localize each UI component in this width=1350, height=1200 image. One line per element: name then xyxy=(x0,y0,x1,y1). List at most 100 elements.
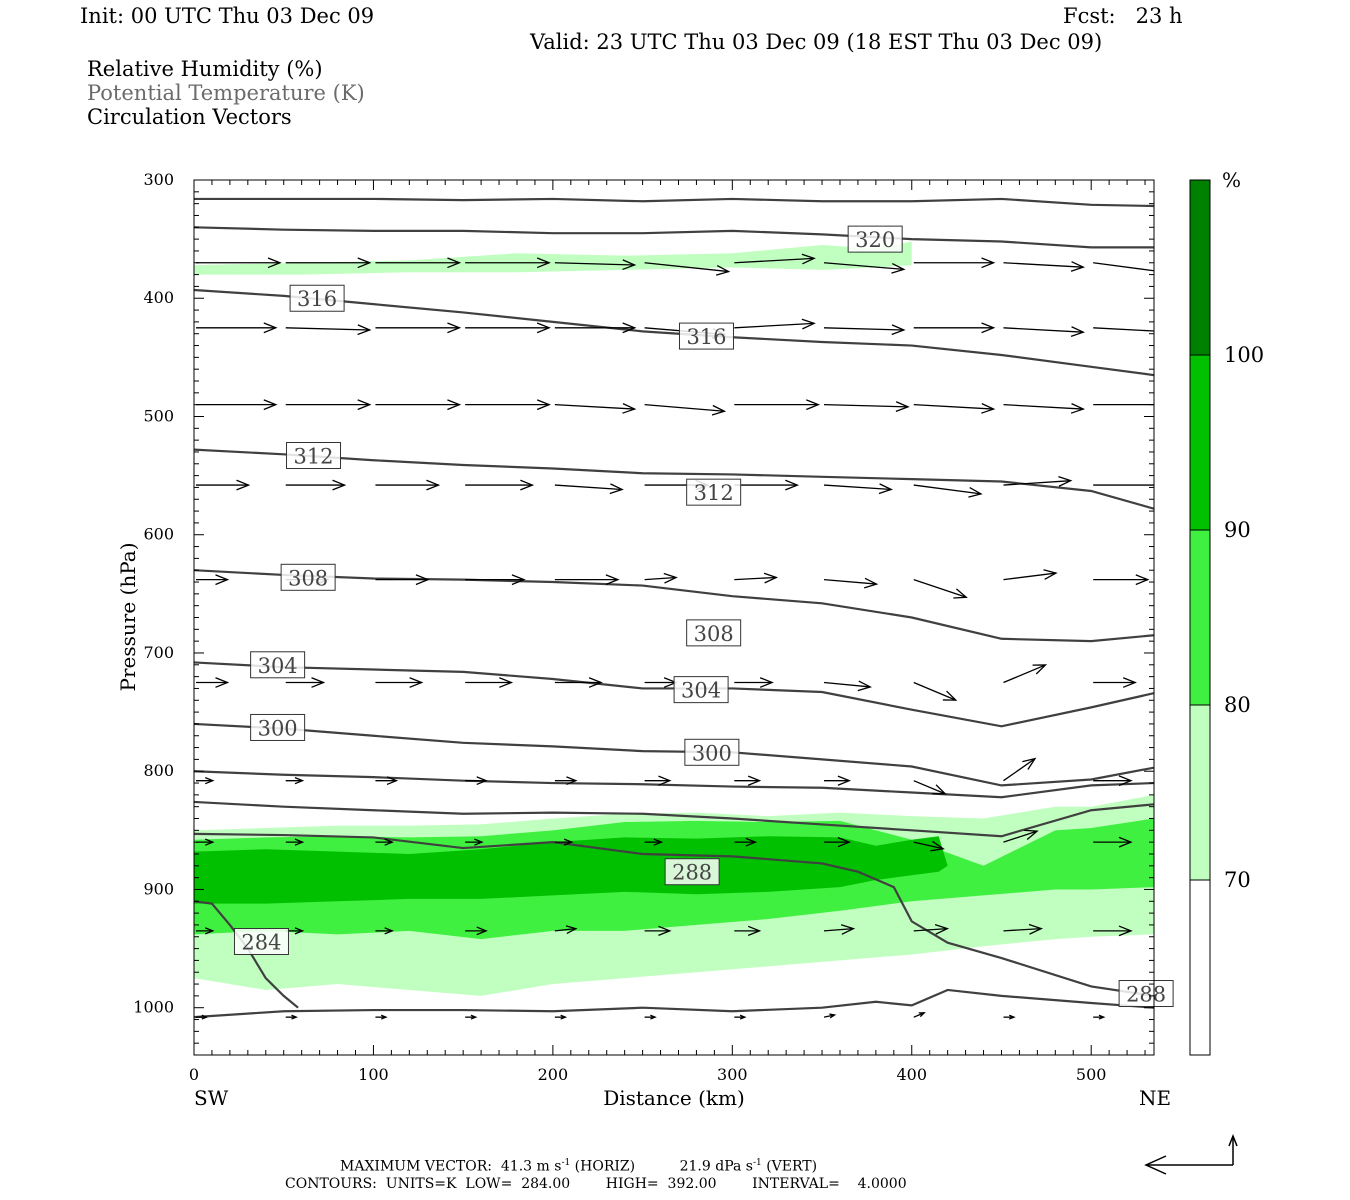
theta-line-0 xyxy=(194,197,1154,208)
y-tick-label-300: 300 xyxy=(143,170,174,189)
y-axis-label: Pressure (hPa) xyxy=(116,543,140,692)
vector-9-5 xyxy=(644,1014,657,1020)
x-tick-label-500: 500 xyxy=(1076,1065,1107,1084)
vector-7-3 xyxy=(465,838,484,846)
reference-vector-icon xyxy=(1144,1133,1238,1175)
vector-3-8 xyxy=(913,484,983,498)
vector-9-6 xyxy=(734,1014,747,1020)
contour-label-layer: 320 316 316 312 312 308 308 304 304 300 300 288 284 2… xyxy=(233,225,1174,1008)
theta-label-3: 312 xyxy=(286,442,342,470)
vector-3-2 xyxy=(375,479,441,491)
vector-2-3 xyxy=(465,399,551,411)
vector-0-5 xyxy=(644,262,731,276)
vector-6-8 xyxy=(913,780,947,795)
theta-label-6: 308 xyxy=(686,619,742,647)
vector-6-2 xyxy=(375,776,399,786)
valid-time: Valid: 23 UTC Thu 03 Dec 09 (18 EST Thu … xyxy=(530,30,1103,54)
vector-6-5 xyxy=(644,775,672,786)
vector-0-4 xyxy=(554,259,637,271)
svg-text:316: 316 xyxy=(297,287,337,311)
vector-6-7 xyxy=(824,775,851,786)
vector-3-3 xyxy=(465,479,535,491)
vector-5-8 xyxy=(913,681,958,701)
vector-4-0 xyxy=(196,574,230,586)
vector-0-6 xyxy=(734,253,816,265)
y-tick-label-400: 400 xyxy=(143,288,174,307)
vector-8-9 xyxy=(1003,923,1044,935)
right-end-label: NE xyxy=(1139,1086,1171,1110)
vector-1-7 xyxy=(824,324,906,336)
vector-9-4 xyxy=(554,1014,568,1020)
vector-9-8 xyxy=(913,1012,926,1018)
vector-7-7 xyxy=(824,837,851,848)
vector-8-2 xyxy=(375,927,394,935)
x-axis-label: Distance (km) xyxy=(603,1086,745,1110)
x-tick-label-0: 0 xyxy=(189,1065,199,1084)
vector-7-6 xyxy=(734,837,758,847)
vector-7-5 xyxy=(644,838,664,846)
y-tick-label-900: 900 xyxy=(143,879,174,898)
vector-3-9 xyxy=(1003,476,1073,487)
theta-label-13: 288 xyxy=(1118,980,1174,1008)
legend-vectors: Circulation Vectors xyxy=(87,105,292,129)
vector-5-4 xyxy=(554,677,603,688)
theta-line-3 xyxy=(194,448,1154,510)
svg-text:312: 312 xyxy=(694,481,734,505)
vector-3-4 xyxy=(554,483,624,495)
svg-text:300: 300 xyxy=(692,741,732,765)
x-tick-label-300: 300 xyxy=(717,1065,748,1084)
x-tick-label-100: 100 xyxy=(358,1065,389,1084)
vector-7-4 xyxy=(554,838,574,846)
vector-4-2 xyxy=(375,574,430,586)
vector-3-10 xyxy=(1093,484,1154,486)
vector-4-4 xyxy=(554,574,620,586)
vector-8-10 xyxy=(1093,925,1133,937)
vector-6-6 xyxy=(734,775,762,786)
svg-text:312: 312 xyxy=(293,445,333,469)
vector-5-6 xyxy=(734,677,774,688)
vector-4-8 xyxy=(913,579,968,599)
rh-band-90-2 xyxy=(194,836,948,904)
theta-line-9 xyxy=(194,832,1154,997)
vector-9-9 xyxy=(1003,1014,1016,1020)
colorbar: 100 90 80 70 xyxy=(1189,179,1264,1056)
left-end-label: SW xyxy=(194,1086,229,1110)
vector-6-1 xyxy=(285,777,305,785)
vector-1-1 xyxy=(285,324,372,336)
theta-label-9: 300 xyxy=(250,713,306,741)
x-tick-label-200: 200 xyxy=(538,1065,569,1084)
vector-4-7 xyxy=(823,577,879,589)
vector-5-3 xyxy=(465,677,514,688)
colorbar-label-100: 100 xyxy=(1224,343,1264,367)
vector-4-9 xyxy=(1003,569,1058,581)
vector-4-5 xyxy=(644,572,678,584)
footer-max-vector: MAXIMUM VECTOR: 41.3 m s-1 (HORIZ) 21.9 … xyxy=(340,1158,818,1175)
vector-1-0 xyxy=(196,322,278,334)
y-tick-label-700: 700 xyxy=(143,643,174,662)
vector-6-9 xyxy=(1003,757,1037,782)
svg-text:308: 308 xyxy=(694,622,734,646)
svg-text:304: 304 xyxy=(258,654,298,678)
vector-0-2 xyxy=(375,257,462,269)
svg-text:304: 304 xyxy=(681,679,721,703)
vector-8-0 xyxy=(196,927,215,935)
axis-layer: 300 400 500 600 700 800 900 1000 0 100 200 300 400 50… xyxy=(133,170,1154,1084)
theta-label-7: 304 xyxy=(250,651,306,679)
vector-2-0 xyxy=(196,399,278,411)
y-tick-label-800: 800 xyxy=(143,761,174,780)
vector-9-7 xyxy=(823,1013,837,1019)
vector-6-3 xyxy=(465,776,488,786)
theta-label-4: 312 xyxy=(686,478,742,506)
rh-band-70-3 xyxy=(194,241,912,275)
vector-layer xyxy=(196,253,1154,1020)
vector-1-2 xyxy=(375,322,462,334)
colorbar-unit: % xyxy=(1222,168,1241,192)
x-tick-label-400: 400 xyxy=(896,1065,927,1084)
vector-1-3 xyxy=(465,322,551,334)
theta-label-5: 308 xyxy=(280,563,336,591)
theta-label-11: 288 xyxy=(664,858,720,886)
vector-1-9 xyxy=(1003,326,1086,337)
vector-8-6 xyxy=(734,925,762,936)
theta-line-11 xyxy=(194,988,1154,1019)
